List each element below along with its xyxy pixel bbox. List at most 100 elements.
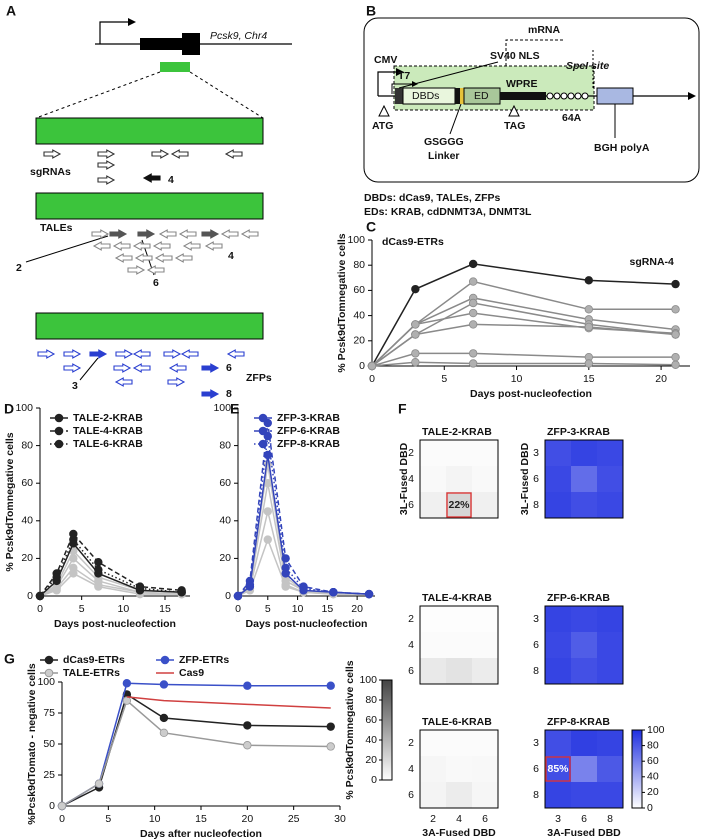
polya-circle xyxy=(581,92,589,100)
data-point xyxy=(411,349,420,358)
backbone-arrow xyxy=(688,92,696,100)
data-point xyxy=(159,680,169,689)
legend-label: TALE-4-KRAB xyxy=(73,425,143,437)
target-arrow xyxy=(182,241,201,251)
data-point xyxy=(122,679,132,688)
data-point xyxy=(367,361,377,371)
target-arrow xyxy=(220,229,239,239)
target-arrow xyxy=(151,149,170,159)
heatmap-title: ZFP-8-KRAB xyxy=(547,716,610,728)
data-point xyxy=(411,320,420,329)
cmv-label: CMV xyxy=(374,54,397,66)
linker-box xyxy=(455,88,460,104)
y-tick-label: 50 xyxy=(43,738,55,750)
y-tick-label: 80 xyxy=(353,259,365,271)
colorbar-tick-label: 60 xyxy=(647,755,659,767)
data-point xyxy=(411,284,420,294)
heatmap-cell xyxy=(571,632,597,658)
heatmap-cell xyxy=(420,782,446,808)
x-tick-label: 15 xyxy=(322,603,334,615)
polya-label: 64A xyxy=(562,112,582,124)
data-point xyxy=(468,359,478,368)
data-point xyxy=(411,330,420,339)
data-point xyxy=(243,681,252,690)
spei-label: SpeI site xyxy=(566,60,609,72)
y-tick-label: 3 xyxy=(533,447,539,459)
x-tick-label: 5 xyxy=(265,603,271,615)
data-point xyxy=(326,742,335,751)
y-tick-label: 3 xyxy=(533,737,539,749)
target-arrow xyxy=(163,349,182,359)
target-arrow xyxy=(132,363,151,373)
y-tick-label: 8 xyxy=(533,499,539,511)
x-tick-label: 2 xyxy=(430,813,436,825)
target-arrow xyxy=(63,349,82,359)
target-arrow xyxy=(152,241,171,251)
y-tick-label: 60 xyxy=(353,284,365,296)
panel-label: B xyxy=(366,3,376,19)
legend-label: ZFP-6-KRAB xyxy=(277,425,340,437)
x-tick-label: 0 xyxy=(37,603,43,615)
data-point xyxy=(69,535,78,544)
x-tick-label: 3 xyxy=(555,813,561,825)
heatmap-cell xyxy=(472,440,498,466)
t7-label: T7 xyxy=(398,70,410,82)
y-tick-label: 4 xyxy=(408,763,414,775)
heatmap-frame xyxy=(419,605,499,685)
target-arrow xyxy=(158,229,177,239)
target-arrow xyxy=(91,229,110,239)
sgrna-callout: 4 xyxy=(168,174,174,186)
colorbar-tick-label: 80 xyxy=(365,694,377,706)
heatmap-cell xyxy=(420,492,446,518)
heatmap-title: TALE-2-KRAB xyxy=(422,426,492,438)
target-region-zoom xyxy=(35,312,264,340)
colorbar-tick-label: 60 xyxy=(365,714,377,726)
data-point xyxy=(468,298,478,308)
mrna-line xyxy=(505,39,565,66)
colorbar-tick-label: 20 xyxy=(647,786,659,798)
panel-label: F xyxy=(398,401,407,417)
y-tick-label: 0 xyxy=(49,800,55,812)
y-tick-label: 60 xyxy=(219,477,231,489)
heatmap-title: ZFP-6-KRAB xyxy=(547,592,610,604)
data-point xyxy=(159,728,169,738)
data-point xyxy=(299,584,308,593)
heatmap-cell xyxy=(597,492,623,518)
target-arrow xyxy=(114,377,133,387)
series-line xyxy=(61,699,331,807)
x-axis-label: Days post-nucleofection xyxy=(246,618,368,630)
series-line xyxy=(61,693,331,807)
y-tick-label: 8 xyxy=(533,789,539,801)
data-point xyxy=(263,432,272,441)
data-point xyxy=(263,507,272,516)
value-label: 22% xyxy=(448,499,470,511)
x-tick-label: 30 xyxy=(334,813,346,825)
tss-arrowhead xyxy=(128,18,136,26)
polya-circle xyxy=(567,92,575,100)
y-axis-label: %Pcsk9dTomato - negative cells xyxy=(26,663,38,825)
data-point xyxy=(94,582,103,591)
colorbar-tick-label: 40 xyxy=(365,734,377,746)
heatmap-cell xyxy=(446,658,472,684)
tss-arrow xyxy=(99,21,128,44)
heatmap-cell xyxy=(420,632,446,658)
zfps-label: ZFPs xyxy=(246,372,272,384)
heatmap-cell xyxy=(472,466,498,492)
heatmap-cell xyxy=(545,492,571,518)
data-point xyxy=(411,358,420,367)
y-tick-label: 2 xyxy=(408,613,414,625)
x-tick-label: 20 xyxy=(241,813,253,825)
data-point xyxy=(69,569,78,578)
heatmap-cell xyxy=(545,466,571,492)
data-point xyxy=(57,801,67,811)
target-arrow xyxy=(63,363,82,373)
linker-label: GSGGG xyxy=(424,136,464,148)
target-arrow xyxy=(224,149,243,159)
legend-label: dCas9-ETRs xyxy=(63,654,125,666)
zoom-line xyxy=(189,71,264,119)
y-tick-label: 40 xyxy=(21,515,33,527)
y-tick-label: 100 xyxy=(213,402,231,414)
target-arrow xyxy=(97,175,116,185)
data-point xyxy=(671,352,680,362)
data-point xyxy=(671,330,680,339)
